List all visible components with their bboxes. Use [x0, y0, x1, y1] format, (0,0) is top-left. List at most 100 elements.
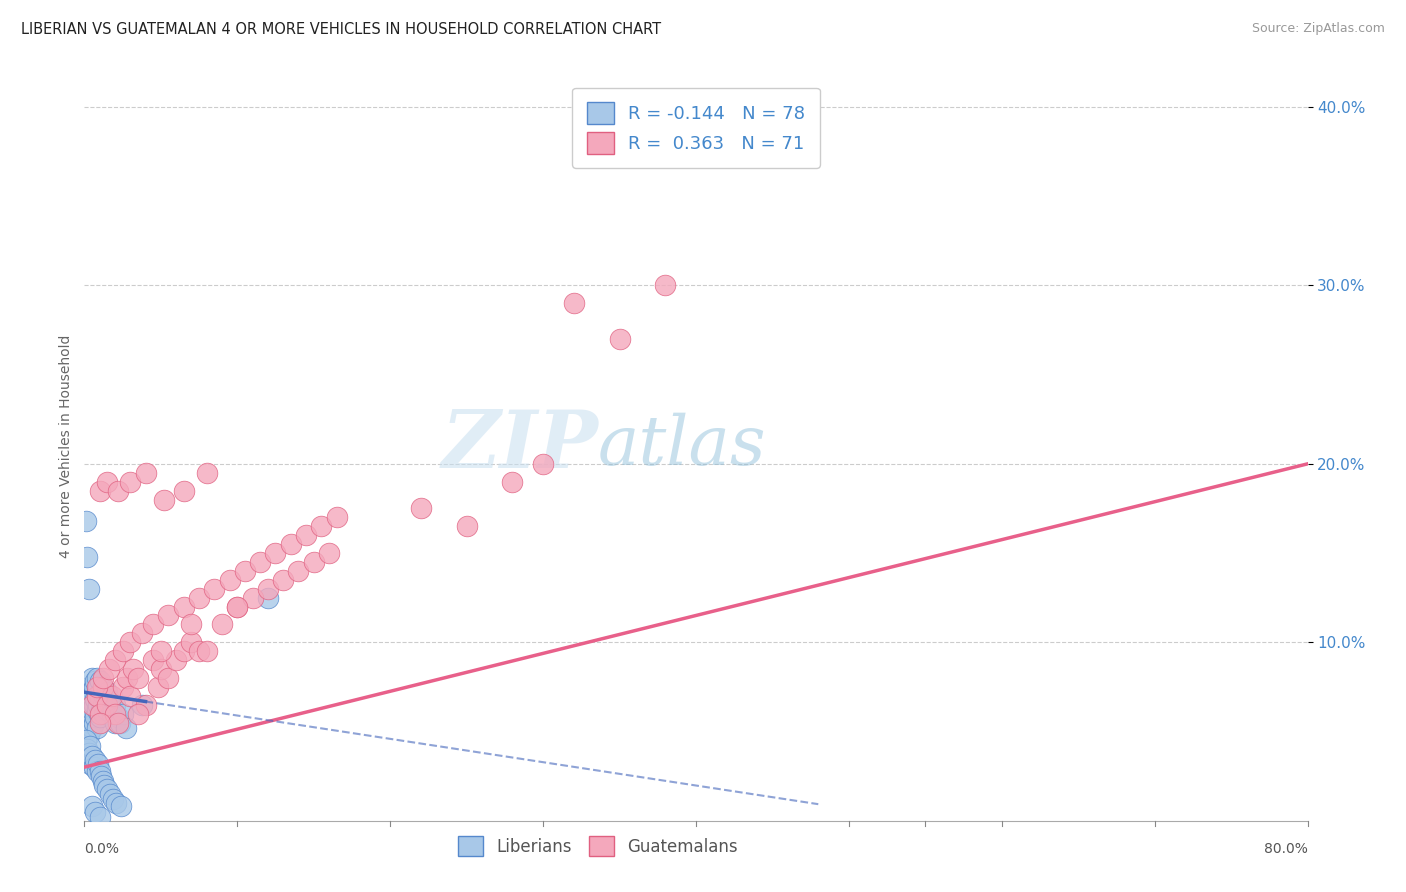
Point — [84, 805, 107, 819]
Point — [97, 692, 120, 706]
Point — [77, 582, 100, 596]
Point — [91, 698, 114, 712]
Point — [173, 599, 195, 614]
Point — [502, 475, 524, 489]
Point — [180, 635, 202, 649]
Point — [86, 671, 108, 685]
Point — [318, 546, 340, 560]
Point — [111, 706, 134, 721]
Point — [80, 721, 103, 735]
Point — [122, 662, 145, 676]
Point — [93, 778, 115, 792]
Point — [75, 706, 97, 721]
Point — [149, 644, 172, 658]
Point — [271, 573, 294, 587]
Text: Source: ZipAtlas.com: Source: ZipAtlas.com — [1251, 22, 1385, 36]
Point — [135, 466, 157, 480]
Point — [609, 332, 631, 346]
Text: atlas: atlas — [598, 413, 766, 479]
Text: 0.0%: 0.0% — [84, 842, 120, 856]
Point — [311, 519, 333, 533]
Text: ZIP: ZIP — [441, 408, 598, 484]
Point — [104, 653, 127, 667]
Point — [94, 692, 117, 706]
Point — [84, 674, 107, 689]
Point — [80, 698, 103, 712]
Point — [409, 501, 432, 516]
Point — [531, 457, 554, 471]
Point — [131, 626, 153, 640]
Point — [87, 698, 110, 712]
Point — [89, 674, 111, 689]
Point — [76, 698, 98, 712]
Point — [86, 703, 108, 717]
Point — [257, 591, 280, 605]
Point — [89, 715, 111, 730]
Point — [115, 671, 138, 685]
Point — [83, 760, 105, 774]
Point — [76, 549, 98, 564]
Point — [188, 591, 211, 605]
Point — [287, 564, 309, 578]
Point — [142, 617, 165, 632]
Text: LIBERIAN VS GUATEMALAN 4 OR MORE VEHICLES IN HOUSEHOLD CORRELATION CHART: LIBERIAN VS GUATEMALAN 4 OR MORE VEHICLE… — [21, 22, 661, 37]
Point — [76, 724, 98, 739]
Point — [302, 555, 325, 569]
Point — [76, 689, 98, 703]
Point — [86, 680, 108, 694]
Point — [111, 680, 134, 694]
Point — [76, 751, 98, 765]
Point — [226, 599, 249, 614]
Point — [77, 746, 100, 760]
Point — [105, 796, 128, 810]
Point — [91, 680, 114, 694]
Point — [90, 769, 112, 783]
Point — [120, 635, 142, 649]
Point — [180, 617, 202, 632]
Point — [249, 555, 271, 569]
Point — [173, 483, 195, 498]
Point — [101, 706, 124, 721]
Point — [98, 698, 121, 712]
Point — [108, 715, 131, 730]
Point — [562, 296, 585, 310]
Point — [89, 483, 111, 498]
Point — [325, 510, 347, 524]
Point — [157, 608, 180, 623]
Point — [103, 792, 125, 806]
Point — [96, 698, 118, 712]
Point — [149, 662, 172, 676]
Point — [104, 698, 127, 712]
Point — [83, 715, 105, 730]
Point — [165, 653, 187, 667]
Point — [101, 689, 124, 703]
Point — [111, 644, 134, 658]
Point — [79, 756, 101, 771]
Point — [89, 692, 111, 706]
Point — [96, 475, 118, 489]
Point — [142, 653, 165, 667]
Point — [75, 514, 97, 528]
Point — [77, 680, 100, 694]
Point — [120, 689, 142, 703]
Point — [87, 680, 110, 694]
Point — [76, 742, 98, 756]
Point — [226, 599, 249, 614]
Legend: Liberians, Guatemalans: Liberians, Guatemalans — [450, 828, 747, 864]
Point — [89, 810, 111, 824]
Point — [89, 764, 111, 778]
Point — [79, 685, 101, 699]
Point — [75, 715, 97, 730]
Point — [188, 644, 211, 658]
Point — [157, 671, 180, 685]
Point — [97, 662, 120, 676]
Point — [89, 710, 111, 724]
Point — [80, 749, 103, 764]
Point — [86, 685, 108, 699]
Point — [79, 715, 101, 730]
Point — [202, 582, 225, 596]
Point — [233, 564, 256, 578]
Point — [264, 546, 287, 560]
Point — [173, 644, 195, 658]
Point — [96, 685, 118, 699]
